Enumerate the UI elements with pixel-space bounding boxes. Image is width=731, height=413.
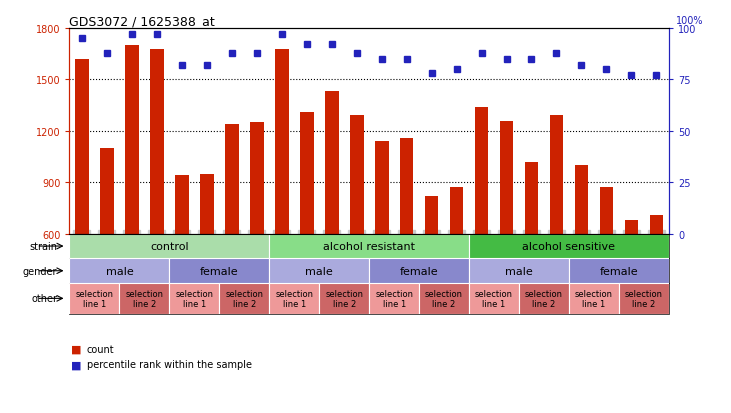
Bar [469,234,669,259]
Text: strain: strain [29,242,58,252]
Bar [219,283,269,314]
Bar [69,234,269,259]
Text: selection
line 1: selection line 1 [475,289,513,309]
Bar [125,46,139,234]
Text: female: female [200,266,238,276]
Text: selection
line 2: selection line 2 [225,289,263,309]
Bar [69,259,170,283]
Bar [275,50,289,234]
Bar [269,259,369,283]
Bar [119,283,170,314]
Text: ■: ■ [71,359,81,369]
Text: selection
line 2: selection line 2 [325,289,363,309]
Text: selection
line 1: selection line 1 [175,289,213,309]
Text: male: male [306,266,333,276]
Text: male: male [505,266,533,276]
Text: ■: ■ [71,344,81,354]
Text: selection
line 1: selection line 1 [575,289,613,309]
Bar [469,259,569,283]
Bar [69,283,119,314]
Text: other: other [31,294,58,304]
Bar [624,221,638,234]
Bar [225,125,238,234]
Bar [569,283,619,314]
Bar [650,215,663,234]
Text: selection
line 2: selection line 2 [126,289,163,309]
Bar [325,92,338,234]
Bar [450,188,463,234]
Text: selection
line 1: selection line 1 [276,289,313,309]
Bar [269,234,469,259]
Bar [200,174,213,234]
Bar [569,259,669,283]
Bar [369,259,469,283]
Bar [170,283,219,314]
Bar [469,283,519,314]
Bar [550,116,564,234]
Text: alcohol resistant: alcohol resistant [323,242,415,252]
Bar [170,259,269,283]
Bar [599,188,613,234]
Text: selection
line 2: selection line 2 [525,289,563,309]
Bar [575,166,588,234]
Text: selection
line 1: selection line 1 [75,289,113,309]
Bar [150,50,164,234]
Bar [100,149,114,234]
Bar [619,283,669,314]
Text: selection
line 1: selection line 1 [375,289,413,309]
Bar [319,283,369,314]
Bar [525,162,538,234]
Bar [519,283,569,314]
Bar [350,116,363,234]
Bar [300,113,314,234]
Text: control: control [150,242,189,252]
Bar [375,142,388,234]
Text: selection
line 2: selection line 2 [625,289,663,309]
Text: male: male [105,266,133,276]
Bar [419,283,469,314]
Text: 100%: 100% [675,16,703,26]
Text: selection
line 2: selection line 2 [425,289,463,309]
Bar [474,107,488,234]
Bar [175,176,189,234]
Text: GDS3072 / 1625388_at: GDS3072 / 1625388_at [69,15,215,28]
Bar [425,197,439,234]
Bar [250,123,264,234]
Bar [269,283,319,314]
Text: female: female [400,266,439,276]
Text: count: count [87,344,115,354]
Text: alcohol sensitive: alcohol sensitive [523,242,616,252]
Bar [369,283,419,314]
Text: gender: gender [23,266,58,276]
Bar [75,60,88,234]
Bar [400,138,414,234]
Bar [500,121,513,234]
Text: female: female [599,266,638,276]
Text: percentile rank within the sample: percentile rank within the sample [87,359,252,369]
